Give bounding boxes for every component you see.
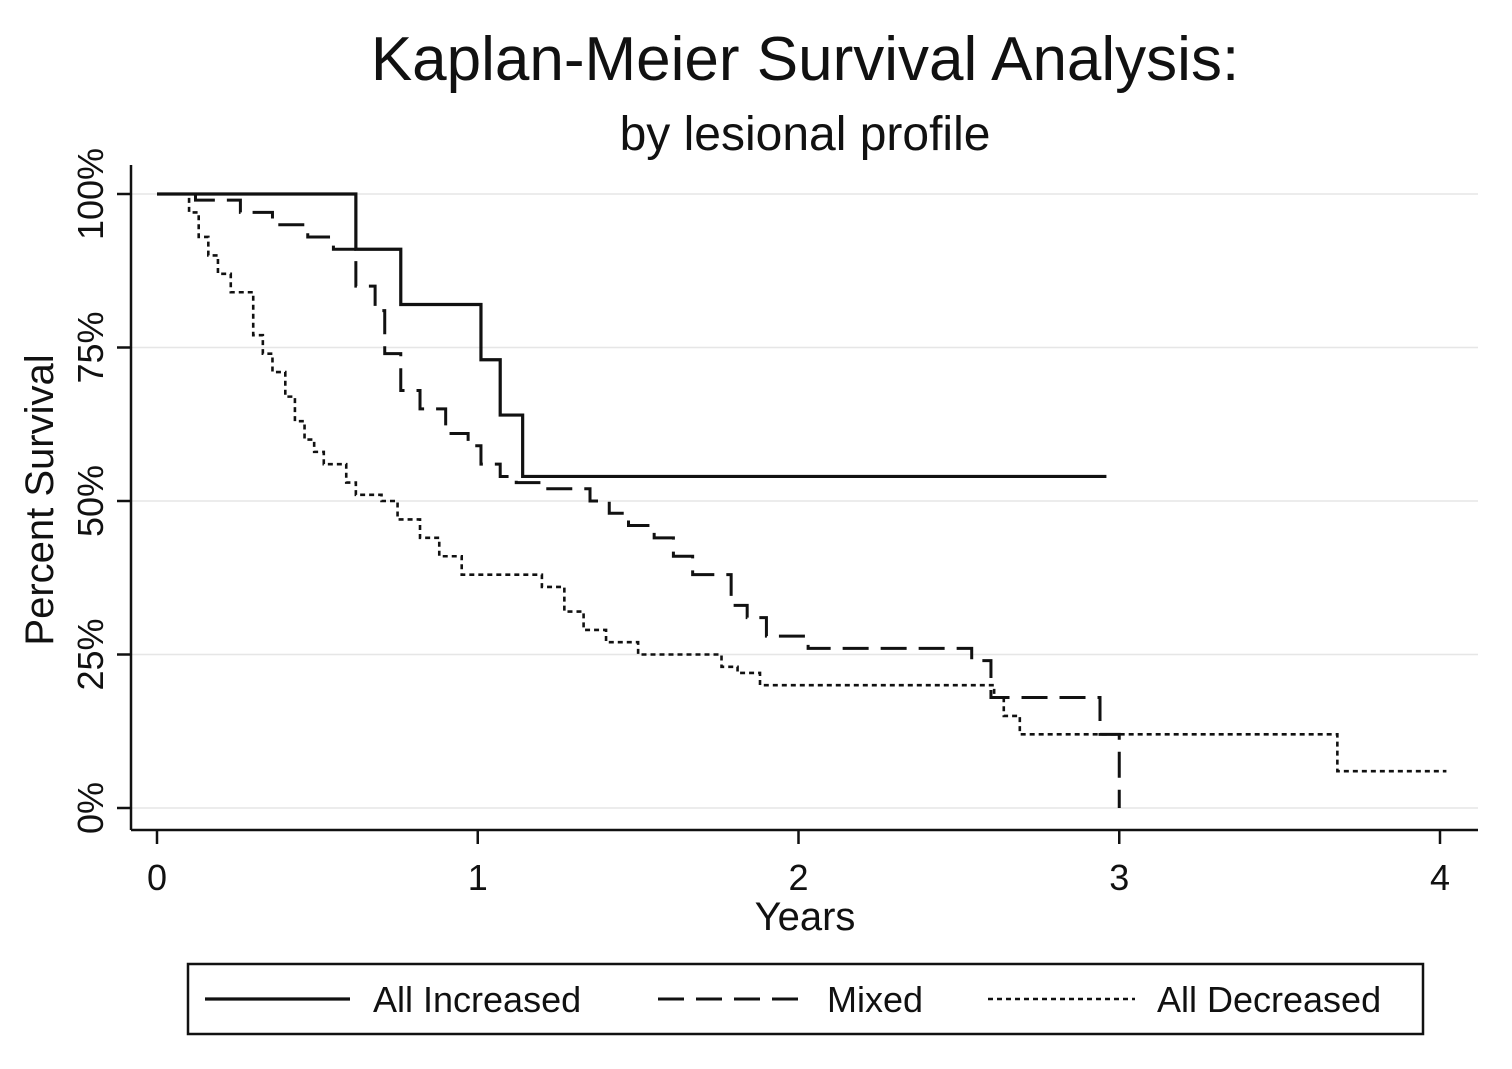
y-tick-label: 25% (70, 618, 111, 690)
x-tick-label: 0 (147, 857, 167, 898)
y-tick-label: 50% (70, 465, 111, 537)
y-tick-label: 0% (70, 782, 111, 834)
axes: 0% 25% 50% 75% 100% 0 1 2 3 4 (70, 148, 1478, 898)
legend: All Increased Mixed All Decreased (186, 962, 1425, 1036)
legend-label: All Decreased (1157, 979, 1381, 1020)
legend-label: All Increased (373, 979, 581, 1020)
chart-title: Kaplan-Meier Survival Analysis: (371, 25, 1239, 94)
x-tick-label: 3 (1109, 857, 1129, 898)
curve-mixed (157, 192, 1121, 808)
y-tick-label: 75% (70, 311, 111, 383)
y-axis-label: Percent Survival (18, 354, 62, 645)
legend-items: All Increased Mixed All Decreased (205, 979, 1381, 1020)
curve-all-increased (157, 192, 1107, 479)
x-tick-label: 1 (468, 857, 488, 898)
chart-subtitle: by lesional profile (620, 108, 991, 161)
legend-box (186, 962, 1425, 1036)
y-tick-label: 100% (70, 148, 111, 240)
curve-all-decreased (157, 192, 1447, 773)
x-axis-label: Years (755, 895, 856, 939)
survival-curves (157, 192, 1447, 808)
x-tick-label: 4 (1430, 857, 1450, 898)
x-tick-label: 2 (788, 857, 808, 898)
plot-area (131, 165, 1478, 830)
legend-label: Mixed (827, 979, 923, 1020)
